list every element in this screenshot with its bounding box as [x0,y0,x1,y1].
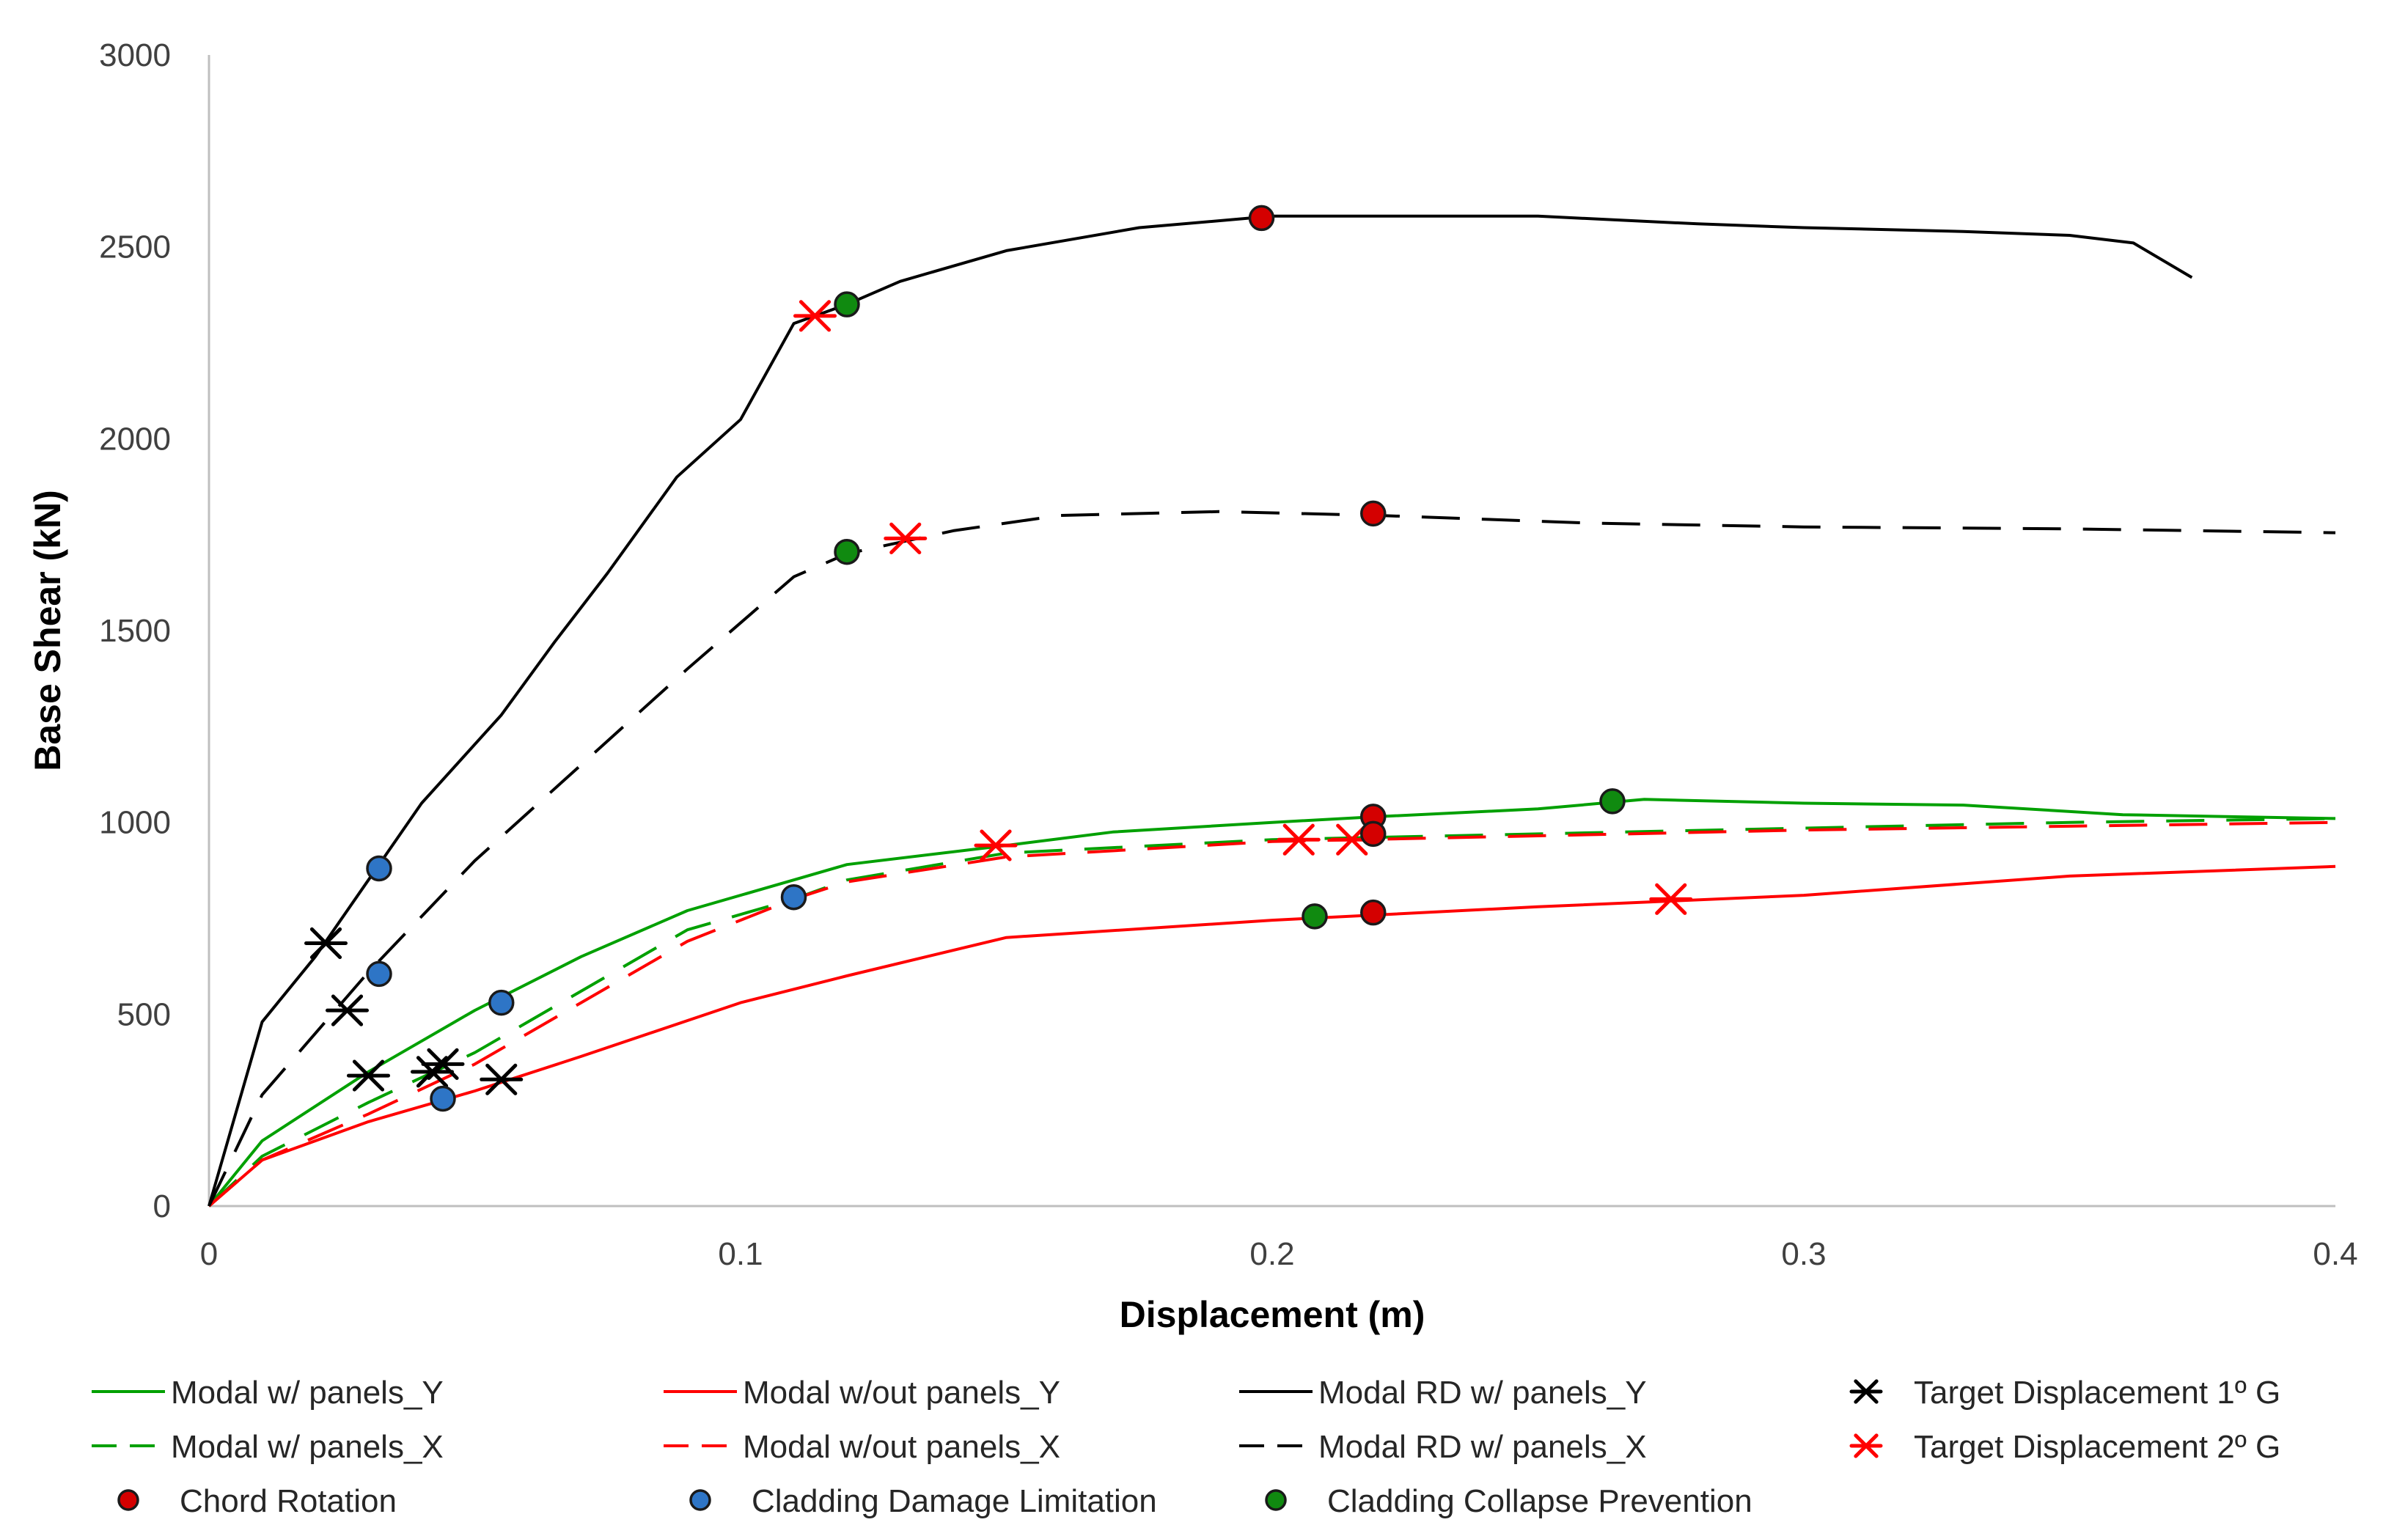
target-displacement-1-g-point [326,994,369,1026]
y-tick-label: 2000 [99,421,171,457]
modal-w-out-panels-x-line [208,820,2336,1208]
target-displacement-1-g-point [347,1059,390,1092]
legend: Modal w/ panels_Y Modal w/out panels_Y Mod… [92,1375,2280,1519]
x-tick-label: 0.3 [1781,1236,1826,1272]
target-displacement-1-g-point [480,1063,524,1095]
x-tick-label: 0.4 [2313,1236,2357,1272]
cladding-collapse-prevention-point [834,538,860,565]
modal-w-panels-y-line [208,798,2336,1208]
modal-rd-w-panels-x-line [208,510,2336,1207]
legend-item-target-displacement-1-g: Target Displacement 1º G [1849,1375,2280,1411]
legend-label: Modal w/out panels_X [743,1429,1060,1465]
legend-swatch [117,1489,139,1511]
target-displacement-2-g-point [1277,823,1321,856]
legend-label: Modal w/ panels_X [171,1429,444,1465]
legend-item-modal-w-panels-x: Modal w/ panels_X [92,1429,444,1465]
cladding-collapse-prevention-point [834,291,860,317]
x-tick-label: 0.2 [1249,1236,1294,1272]
y-axis-title: Base Shear (kN) [27,490,68,771]
y-tick-label: 500 [117,996,171,1032]
y-tick-label: 1000 [99,805,171,841]
y-tick-label: 0 [153,1188,171,1224]
target-displacement-2-g-point [793,300,837,332]
series-lines [208,214,2336,1208]
modal-w-panels-x-line [208,817,2336,1208]
chord-rotation-point [1360,899,1387,926]
x-tick-label: 0.1 [718,1236,763,1272]
legend-item-modal-w-out-panels-y: Modal w/out panels_Y [664,1375,1060,1411]
target-displacement-2-g-point [974,829,1018,861]
legend-label: Cladding Collapse Prevention [1327,1483,1752,1519]
chord-rotation-point [1360,500,1387,527]
target-displacement-2-g-point [1649,883,1693,915]
chord-rotation-point [1360,820,1387,848]
cladding-damage-limitation-point [430,1085,456,1112]
legend-label: Cladding Damage Limitation [752,1483,1157,1519]
modal-w-out-panels-y-line [208,864,2336,1208]
cladding-collapse-prevention-point [1599,788,1626,815]
legend-item-modal-w-out-panels-x: Modal w/out panels_X [664,1429,1060,1465]
legend-label: Target Displacement 2º G [1914,1429,2280,1465]
y-tick-label: 3000 [99,37,171,73]
legend-item-target-displacement-2-g: Target Displacement 2º G [1849,1429,2280,1465]
axes [208,55,2335,1208]
legend-swatch [1849,1433,1883,1458]
legend-swatch [1265,1489,1287,1511]
legend-label: Modal w/out panels_Y [743,1375,1060,1411]
cladding-damage-limitation-point [488,989,515,1016]
legend-item-modal-rd-w-panels-y: Modal RD w/ panels_Y [1239,1375,1647,1411]
legend-label: Modal RD w/ panels_X [1318,1429,1647,1465]
legend-swatch [689,1489,711,1511]
legend-item-cladding-collapse-prevention: Cladding Collapse Prevention [1265,1483,1752,1519]
cladding-damage-limitation-point [780,883,807,911]
legend-label: Modal w/ panels_Y [171,1375,444,1411]
cladding-damage-limitation-point [366,960,392,988]
legend-label: Target Displacement 1º G [1914,1375,2280,1411]
legend-item-modal-rd-w-panels-x: Modal RD w/ panels_X [1239,1429,1647,1465]
modal-rd-w-panels-y-line [208,214,2193,1207]
legend-item-chord-rotation: Chord Rotation [117,1483,397,1519]
y-tick-label: 1500 [99,613,171,649]
tick-labels: 0 0.1 0.2 0.3 0.4 0 500 1000 1500 2000 2500 3000 [99,37,2357,1272]
y-tick-label: 2500 [99,229,171,265]
x-axis-title: Displacement (m) [1120,1294,1425,1335]
series-markers [304,205,1693,1112]
legend-item-cladding-damage-limitation: Cladding Damage Limitation [689,1483,1157,1519]
legend-swatch [1849,1379,1883,1404]
chord-rotation-point [1248,205,1275,232]
legend-item-modal-w-panels-y: Modal w/ panels_Y [92,1375,444,1411]
cladding-damage-limitation-point [366,855,392,882]
legend-label: Chord Rotation [180,1483,397,1519]
target-displacement-1-g-point [304,927,348,960]
target-displacement-1-g-point [421,1048,465,1080]
target-displacement-2-g-point [884,522,928,554]
x-tick-label: 0 [200,1236,218,1272]
cladding-collapse-prevention-point [1302,903,1328,930]
legend-label: Modal RD w/ panels_Y [1318,1375,1647,1411]
